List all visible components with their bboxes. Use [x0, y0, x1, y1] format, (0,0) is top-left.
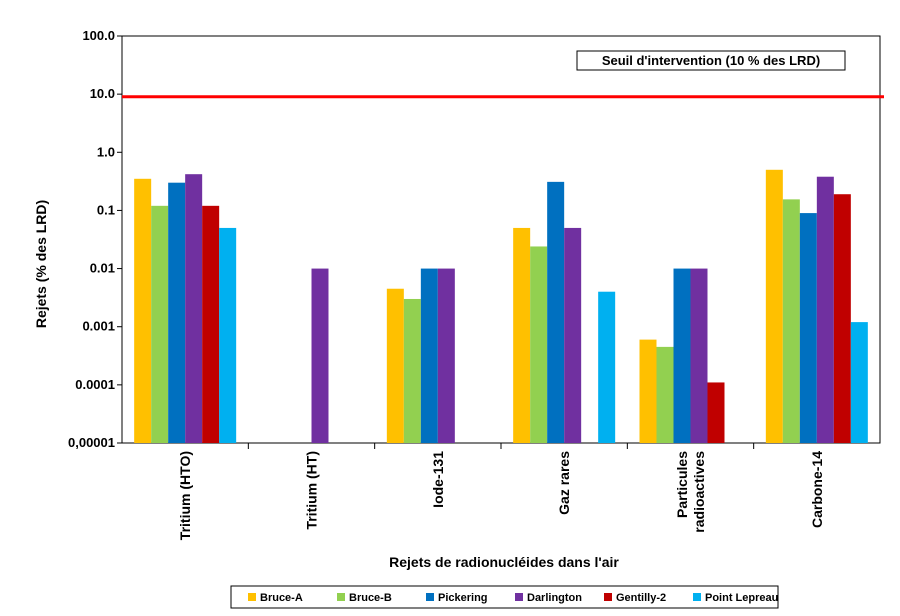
bar [151, 205, 169, 443]
bar [513, 227, 531, 443]
y-tick-label: 0,00001 [68, 435, 115, 450]
x-tick-label: Tritium (HT) [304, 451, 320, 530]
y-tick-label: 10.0 [90, 86, 115, 101]
legend-swatch [337, 593, 345, 601]
bars [134, 169, 868, 443]
legend-item: Bruce-A [248, 592, 303, 604]
x-tick-label: Iode-131 [430, 451, 446, 508]
bar [850, 322, 868, 443]
bar [833, 194, 851, 443]
x-tick-label: Gaz rares [556, 451, 572, 515]
plot-frame [121, 35, 881, 444]
threshold-annotation-text: Seuil d'intervention (10 % des LRD) [602, 53, 820, 68]
y-tick-label: 0.001 [82, 319, 115, 334]
y-tick-label: 0.0001 [75, 377, 115, 392]
bar [639, 339, 657, 443]
bar [134, 178, 152, 443]
y-tick-label: 1.0 [97, 144, 115, 159]
bar [168, 182, 186, 443]
x-tick-label-line: Gaz rares [556, 451, 572, 515]
x-tick-label-line: Iode-131 [430, 451, 446, 508]
bar [690, 268, 708, 443]
bar [673, 268, 691, 443]
legend-label: Bruce-B [349, 592, 392, 604]
axes: 0,00001 0.0001 0.001 0.01 0.1 1.0 10.0 100.0 Tri… [68, 28, 825, 540]
legend-label: Pickering [438, 592, 488, 604]
x-tick-label: Tritium (HTO) [177, 451, 193, 540]
bar [219, 227, 237, 443]
legend-swatch [515, 593, 523, 601]
threshold-annotation-box [576, 50, 846, 71]
legend-label: Gentilly-2 [616, 592, 666, 604]
bar [656, 346, 674, 443]
bar [386, 288, 404, 443]
legend-swatch [693, 593, 701, 601]
bar [420, 268, 438, 443]
bar [707, 382, 725, 443]
bar [547, 181, 565, 443]
threshold-annotation: Seuil d'intervention (10 % des LRD) [576, 50, 846, 71]
x-tick-label-line: radioactives [691, 451, 707, 533]
y-axis-title: Rejets (% des LRD) [33, 200, 49, 328]
bar [782, 199, 800, 443]
legend-swatch [426, 593, 434, 601]
y-tick-label: 0.01 [90, 261, 115, 276]
x-tick-label: Carbone-14 [809, 451, 825, 528]
legend-label: Bruce-A [260, 592, 303, 604]
bar [564, 227, 582, 443]
bar [311, 268, 329, 443]
legend: Bruce-A Bruce-B Pickering Darlington Gentill… [230, 585, 779, 609]
x-tick-label: Particules radioactives [674, 451, 707, 533]
x-tick-label-line: Tritium (HT) [304, 451, 320, 530]
bar [816, 176, 834, 443]
bar [799, 213, 817, 443]
legend-swatch [604, 593, 612, 601]
legend-item: Darlington [515, 592, 582, 604]
legend-box [230, 585, 779, 609]
x-axis-title: Rejets de radionucléides dans l'air [389, 554, 619, 570]
legend-swatch [248, 593, 256, 601]
plot-area [121, 35, 881, 444]
bar [185, 174, 203, 443]
bar [765, 169, 783, 443]
legend-item: Point Lepreau [693, 592, 778, 604]
legend-item: Pickering [426, 592, 488, 604]
x-tick-label-line: Tritium (HTO) [177, 451, 193, 540]
bar [530, 246, 548, 443]
legend-label: Point Lepreau [705, 592, 778, 604]
legend-item: Gentilly-2 [604, 592, 666, 604]
legend-item: Bruce-B [337, 592, 392, 604]
y-tick-label: 100.0 [82, 28, 115, 43]
bar [598, 291, 616, 443]
bar [202, 205, 220, 443]
bar [403, 298, 421, 443]
y-tick-label: 0.1 [97, 202, 115, 217]
bar [437, 268, 455, 443]
x-tick-label-line: Particules [674, 451, 690, 518]
x-tick-label-line: Carbone-14 [809, 451, 825, 528]
legend-label: Darlington [527, 592, 582, 604]
